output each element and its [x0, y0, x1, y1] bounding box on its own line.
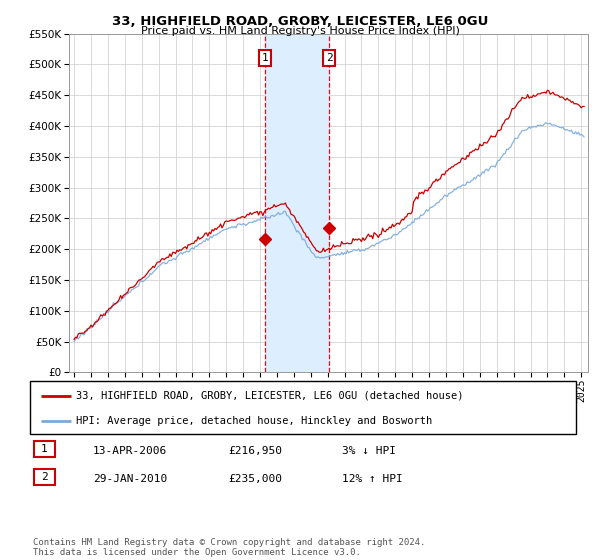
FancyBboxPatch shape: [30, 381, 576, 434]
Text: 33, HIGHFIELD ROAD, GROBY, LEICESTER, LE6 0GU: 33, HIGHFIELD ROAD, GROBY, LEICESTER, LE…: [112, 15, 488, 27]
Text: 1: 1: [41, 444, 48, 454]
Text: Price paid vs. HM Land Registry's House Price Index (HPI): Price paid vs. HM Land Registry's House …: [140, 26, 460, 36]
FancyBboxPatch shape: [34, 469, 55, 485]
Bar: [265, 34, 329, 372]
Text: £216,950: £216,950: [228, 446, 282, 456]
Text: 2: 2: [41, 472, 48, 482]
Text: HPI: Average price, detached house, Hinckley and Bosworth: HPI: Average price, detached house, Hinc…: [76, 416, 433, 426]
Text: 1: 1: [262, 53, 268, 63]
Text: 12% ↑ HPI: 12% ↑ HPI: [342, 474, 403, 484]
Text: 29-JAN-2010: 29-JAN-2010: [93, 474, 167, 484]
FancyBboxPatch shape: [34, 441, 55, 457]
Text: 13-APR-2006: 13-APR-2006: [93, 446, 167, 456]
Text: Contains HM Land Registry data © Crown copyright and database right 2024.
This d: Contains HM Land Registry data © Crown c…: [33, 538, 425, 557]
Text: £235,000: £235,000: [228, 474, 282, 484]
Text: 2: 2: [326, 53, 332, 63]
Text: 33, HIGHFIELD ROAD, GROBY, LEICESTER, LE6 0GU (detached house): 33, HIGHFIELD ROAD, GROBY, LEICESTER, LE…: [76, 391, 464, 401]
Text: 3% ↓ HPI: 3% ↓ HPI: [342, 446, 396, 456]
